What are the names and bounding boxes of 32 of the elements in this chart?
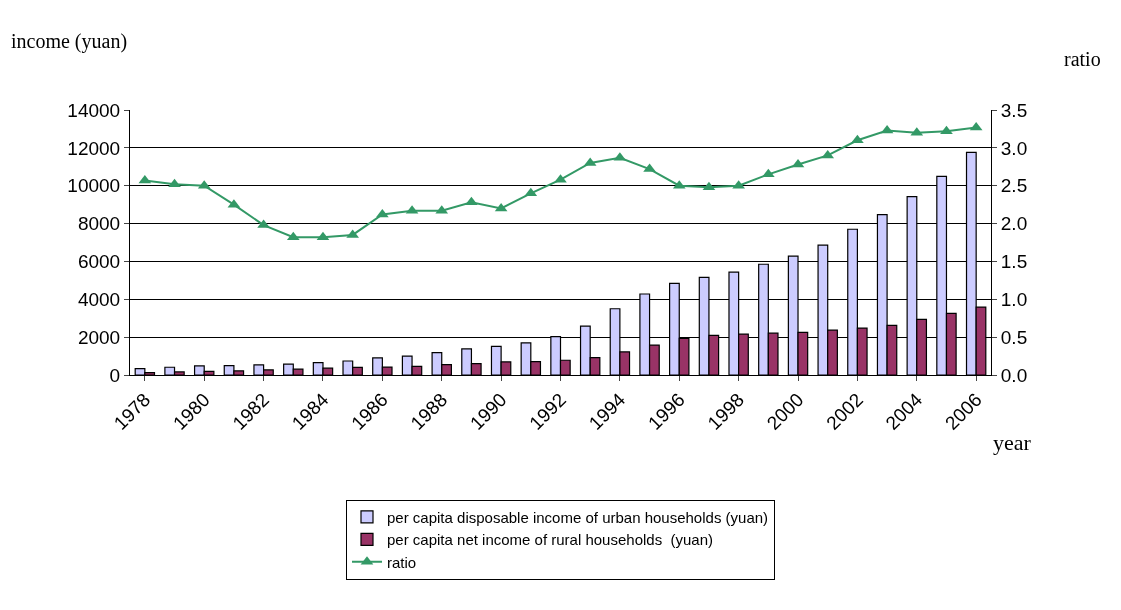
point [465,196,478,206]
point [821,149,835,159]
legend-label: ratio [387,553,417,571]
point [494,202,508,212]
point [376,208,389,218]
y-tick-label: 8000 [77,213,121,235]
x-axis-title: year [993,430,1032,455]
y-tick-label: 4000 [77,288,121,310]
y-tick-label: 14000 [67,99,121,121]
y-tick-label: 12000 [67,137,121,159]
y2-tick-label: 3.0 [1000,137,1028,159]
y2-tick-label: 0.0 [1000,364,1028,386]
y2-tick-label: 1.5 [1000,251,1028,273]
point [524,187,538,197]
y-axis-title: income (yuan) [11,30,128,53]
y2-tick-label: 1.0 [1000,288,1028,310]
y2-tick-label: 2.0 [1000,213,1028,235]
point [969,121,983,131]
y2-axis-title: ratio [1064,48,1101,70]
y-tick-label: 6000 [77,251,121,273]
point [851,134,864,144]
legend-label: per capita net income of rural households (yuan) [387,531,714,549]
point [880,124,894,134]
y-tick-label: 10000 [67,175,121,197]
legend-label: per capita disposable income of urban households (yuan) [387,508,769,526]
y2-tick-label: 3.5 [1000,99,1028,121]
point [761,168,775,178]
y2-tick-label: 2.5 [1000,175,1028,197]
y2-tick-label: 0.5 [1000,326,1028,348]
y-tick-label: 2000 [77,326,121,348]
y-tick-label: 0 [109,364,121,386]
point [138,174,152,184]
